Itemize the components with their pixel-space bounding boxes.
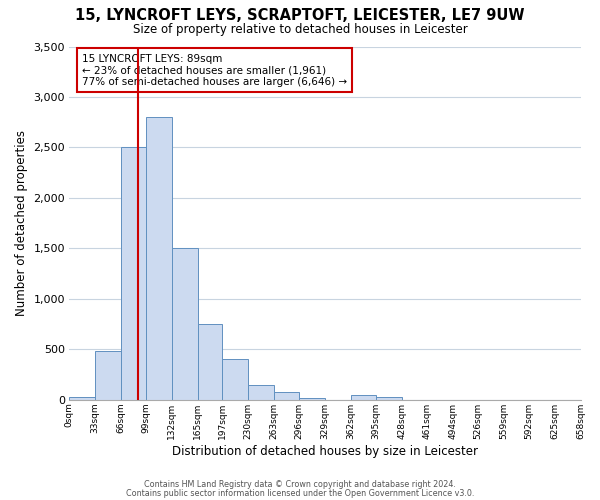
- Bar: [95, 352, 121, 400]
- Bar: [70, 398, 95, 400]
- Text: 15, LYNCROFT LEYS, SCRAPTOFT, LEICESTER, LE7 9UW: 15, LYNCROFT LEYS, SCRAPTOFT, LEICESTER,…: [75, 8, 525, 22]
- Y-axis label: Number of detached properties: Number of detached properties: [15, 130, 28, 316]
- Text: 15 LYNCROFT LEYS: 89sqm
← 23% of detached houses are smaller (1,961)
77% of semi: 15 LYNCROFT LEYS: 89sqm ← 23% of detache…: [82, 54, 347, 87]
- Bar: [376, 398, 402, 400]
- Bar: [197, 324, 223, 400]
- Bar: [121, 148, 146, 400]
- Text: Contains public sector information licensed under the Open Government Licence v3: Contains public sector information licen…: [126, 488, 474, 498]
- Bar: [248, 384, 274, 400]
- Bar: [223, 360, 248, 400]
- Bar: [146, 117, 172, 400]
- X-axis label: Distribution of detached houses by size in Leicester: Distribution of detached houses by size …: [172, 444, 478, 458]
- Text: Size of property relative to detached houses in Leicester: Size of property relative to detached ho…: [133, 22, 467, 36]
- Bar: [299, 398, 325, 400]
- Text: Contains HM Land Registry data © Crown copyright and database right 2024.: Contains HM Land Registry data © Crown c…: [144, 480, 456, 489]
- Bar: [274, 392, 299, 400]
- Bar: [350, 394, 376, 400]
- Bar: [172, 248, 197, 400]
